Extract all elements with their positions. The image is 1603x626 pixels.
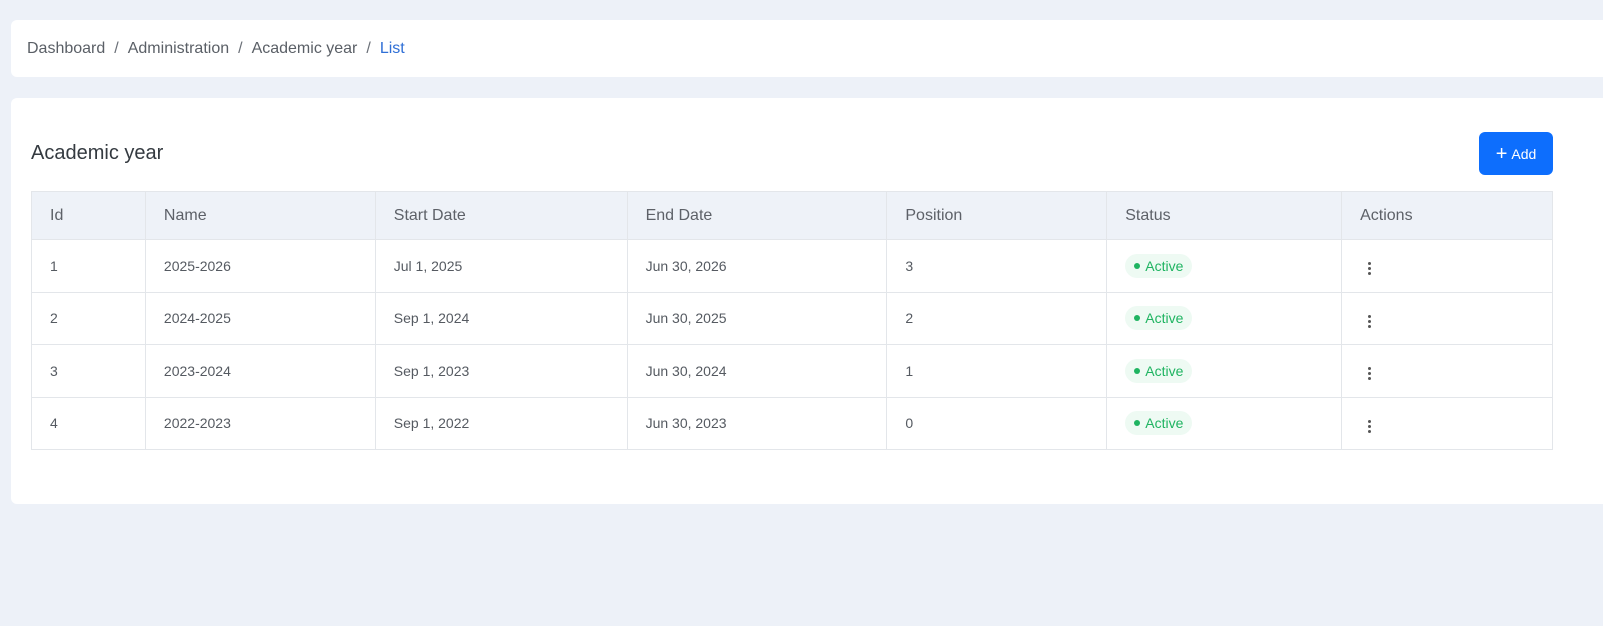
cell-name: 2025-2026 xyxy=(144,239,376,293)
dot-icon xyxy=(1134,315,1141,322)
cell-status: Active xyxy=(1106,396,1343,450)
cell-name: 2023-2024 xyxy=(144,344,376,398)
breadcrumb-separator: / xyxy=(238,39,243,57)
breadcrumb-current: List xyxy=(379,39,405,57)
status-badge: Active xyxy=(1125,411,1193,436)
table-row: 2 2024-2025 Sep 1, 2024 Jun 30, 2025 2 Active xyxy=(31,291,1553,345)
academic-year-table: Id Name Start Date End Date Position Status Ac… xyxy=(31,191,1553,450)
kebab-menu-icon[interactable] xyxy=(1362,416,1377,437)
cell-status: Active xyxy=(1106,344,1343,398)
breadcrumb: Dashboard / Administration / Academic ye… xyxy=(11,20,1603,77)
cell-start: Sep 1, 2023 xyxy=(374,344,628,398)
cell-start: Jul 1, 2025 xyxy=(374,239,628,293)
cell-status: Active xyxy=(1106,291,1343,345)
dot-icon xyxy=(1134,420,1141,427)
cell-end: Jun 30, 2026 xyxy=(626,239,888,293)
breadcrumb-separator: / xyxy=(366,39,371,57)
cell-end: Jun 30, 2023 xyxy=(626,396,888,450)
status-badge: Active xyxy=(1125,358,1193,383)
table-row: 3 2023-2024 Sep 1, 2023 Jun 30, 2024 1 Active xyxy=(31,344,1553,398)
cell-position: 3 xyxy=(886,239,1108,293)
column-header-actions: Actions xyxy=(1341,191,1553,240)
status-label: Active xyxy=(1145,362,1184,379)
cell-end: Jun 30, 2024 xyxy=(626,344,888,398)
dot-icon xyxy=(1134,367,1141,374)
cell-end: Jun 30, 2025 xyxy=(626,291,888,345)
cell-id: 1 xyxy=(31,239,146,293)
status-label: Active xyxy=(1145,415,1184,432)
kebab-menu-icon[interactable] xyxy=(1362,258,1377,279)
cell-status: Active xyxy=(1106,239,1343,293)
breadcrumb-separator: / xyxy=(114,39,119,57)
cell-id: 4 xyxy=(31,396,146,450)
cell-actions xyxy=(1341,344,1553,398)
breadcrumb-administration[interactable]: Administration xyxy=(127,39,230,57)
cell-name: 2022-2023 xyxy=(144,396,376,450)
breadcrumb-dashboard[interactable]: Dashboard xyxy=(27,39,106,57)
cell-name: 2024-2025 xyxy=(144,291,376,345)
column-header-id: Id xyxy=(31,191,146,240)
cell-start: Sep 1, 2022 xyxy=(374,396,628,450)
cell-actions xyxy=(1341,239,1553,293)
kebab-menu-icon[interactable] xyxy=(1362,311,1377,332)
plus-icon: + xyxy=(1495,142,1508,165)
column-header-start-date: Start Date xyxy=(374,191,628,240)
table-row: 4 2022-2023 Sep 1, 2022 Jun 30, 2023 0 Active xyxy=(31,396,1553,450)
table-row: 1 2025-2026 Jul 1, 2025 Jun 30, 2026 3 Active xyxy=(31,239,1553,293)
academic-year-card: Academic year + Add Id Name Start Date End … xyxy=(11,98,1603,504)
cell-position: 1 xyxy=(886,344,1108,398)
status-label: Active xyxy=(1145,257,1184,274)
status-badge: Active xyxy=(1125,253,1193,278)
page-title: Academic year xyxy=(31,142,164,164)
dot-icon xyxy=(1134,262,1141,269)
cell-actions xyxy=(1341,396,1553,450)
status-label: Active xyxy=(1145,310,1184,327)
column-header-name: Name xyxy=(144,191,376,240)
column-header-status: Status xyxy=(1106,191,1343,240)
cell-start: Sep 1, 2024 xyxy=(374,291,628,345)
cell-position: 0 xyxy=(886,396,1108,450)
column-header-end-date: End Date xyxy=(626,191,888,240)
add-button[interactable]: + Add xyxy=(1479,132,1553,175)
kebab-menu-icon[interactable] xyxy=(1362,363,1377,384)
cell-position: 2 xyxy=(886,291,1108,345)
table-header-row: Id Name Start Date End Date Position Status Ac… xyxy=(31,191,1553,240)
column-header-position: Position xyxy=(886,191,1108,240)
cell-id: 3 xyxy=(31,344,146,398)
status-badge: Active xyxy=(1125,306,1193,331)
add-button-label: Add xyxy=(1511,145,1537,162)
cell-actions xyxy=(1341,291,1553,345)
breadcrumb-academic-year[interactable]: Academic year xyxy=(251,39,358,57)
cell-id: 2 xyxy=(31,291,146,345)
